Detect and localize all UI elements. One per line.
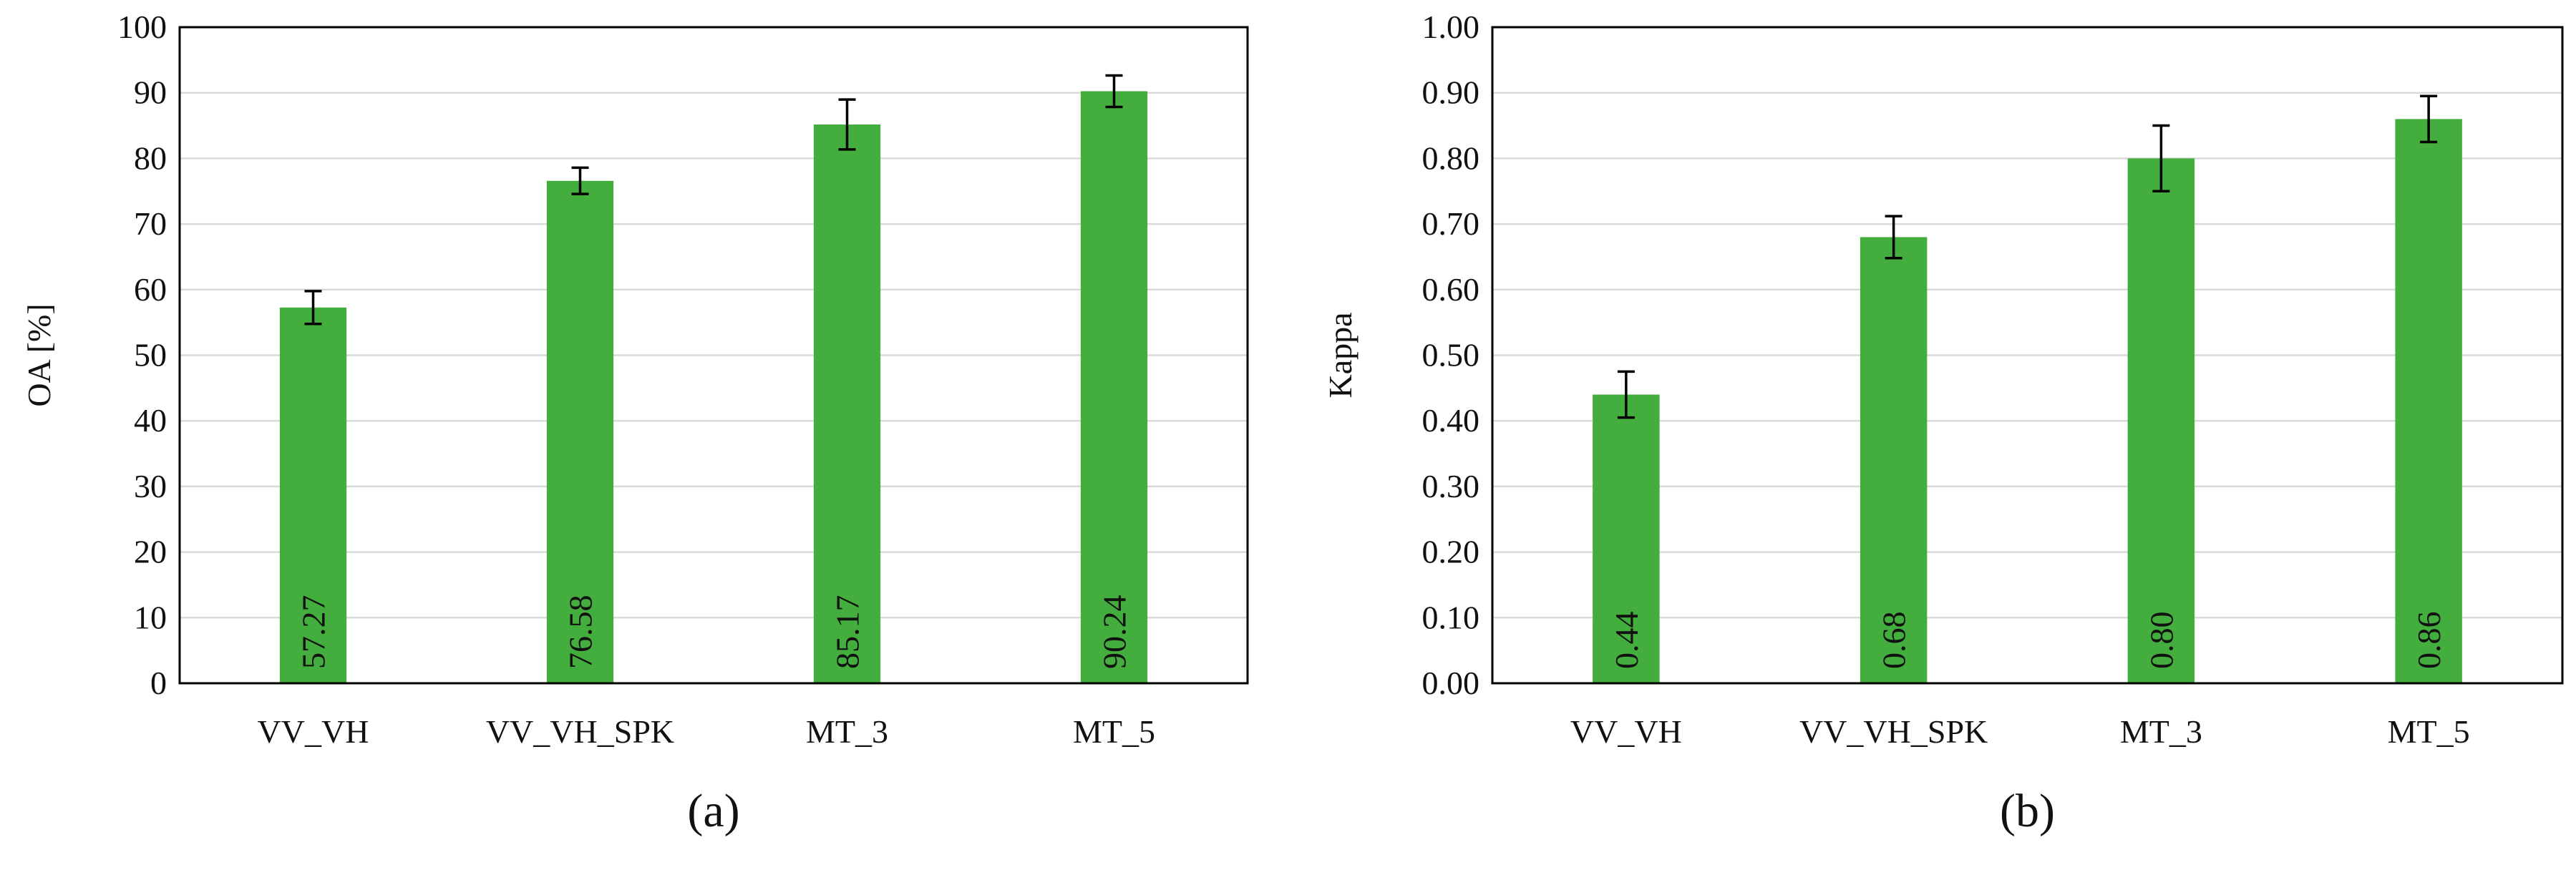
y-tick-label: 0.80 — [1422, 140, 1480, 176]
error-bar — [838, 98, 856, 151]
y-tick-label: 0.40 — [1422, 402, 1480, 439]
y-tick-label: 0.10 — [1422, 599, 1480, 635]
data-label: 57.27 — [296, 595, 332, 670]
y-tick-label: 80 — [134, 140, 167, 176]
bar-vv-vh-spk — [546, 180, 614, 683]
bar-mt-5 — [2395, 119, 2462, 683]
error-bar — [2152, 124, 2170, 192]
y-tick-label: 0.60 — [1422, 271, 1480, 308]
x-category-label: VV_VH — [1570, 713, 1682, 750]
x-category-label: VV_VH — [258, 713, 369, 750]
y-tick-label: 60 — [134, 271, 167, 308]
plot-frame — [178, 26, 1249, 685]
y-tick-label: 0 — [150, 665, 167, 701]
data-label: 0.68 — [1876, 612, 1912, 670]
chart-panel-b: 0.00 0.10 0.20 0.30 0.40 0.50 0.60 0.70 0.80 0.90… — [1322, 9, 2564, 837]
data-label: 0.80 — [2143, 612, 2179, 670]
x-category-label: MT_3 — [2120, 713, 2202, 750]
y-axis-title: OA [%] — [21, 303, 57, 406]
error-bar — [1617, 370, 1635, 419]
error-bar — [1105, 74, 1123, 109]
x-category-label: VV_VH_SPK — [1799, 713, 1988, 750]
y-tick-label: 50 — [134, 337, 167, 373]
y-tick-label: 100 — [117, 9, 167, 45]
x-category-label: MT_5 — [2388, 713, 2470, 750]
bar-mt-5 — [1080, 91, 1148, 683]
y-tick-label: 0.70 — [1422, 205, 1480, 242]
y-tick-label: 0.20 — [1422, 534, 1480, 570]
y-tick-label: 20 — [134, 534, 167, 570]
x-category-label: VV_VH_SPK — [486, 713, 674, 750]
y-tick-label: 40 — [134, 402, 167, 439]
y-axis-title: Kappa — [1322, 312, 1359, 398]
panel-label: (a) — [687, 785, 739, 837]
y-tick-label: 90 — [134, 74, 167, 111]
plot-frame — [1491, 26, 2564, 685]
y-tick-label: 0.30 — [1422, 468, 1480, 504]
y-tick-label: 0.00 — [1422, 665, 1480, 701]
data-label: 76.58 — [563, 595, 599, 670]
bar-vv-vh — [279, 307, 347, 683]
y-tick-label: 0.90 — [1422, 74, 1480, 111]
chart-panel-a: 0 10 20 30 40 50 60 70 80 90 100 OA [%] 57.27 VV_VH 76… — [21, 9, 1249, 837]
error-bar — [304, 290, 322, 326]
x-category-label: MT_5 — [1073, 713, 1155, 750]
x-category-label: MT_3 — [806, 713, 888, 750]
y-tick-label: 0.50 — [1422, 337, 1480, 373]
panel-label: (b) — [2000, 785, 2055, 837]
y-tick-label: 70 — [134, 205, 167, 242]
bar-vv-vh-spk — [1860, 237, 1928, 683]
error-bar — [2420, 94, 2438, 144]
data-label: 90.24 — [1097, 595, 1133, 670]
y-tick-label: 30 — [134, 468, 167, 504]
data-label: 85.17 — [830, 595, 866, 670]
error-bar — [1885, 215, 1902, 260]
y-tick-label: 1.00 — [1422, 9, 1480, 45]
error-bar — [571, 166, 589, 195]
data-label: 0.86 — [2411, 612, 2447, 670]
data-label: 0.44 — [1608, 612, 1645, 670]
y-tick-label: 10 — [134, 599, 167, 635]
bar-mt-3 — [813, 124, 881, 684]
bar-mt-3 — [2127, 158, 2195, 683]
bar-vv-vh — [1593, 394, 1660, 683]
